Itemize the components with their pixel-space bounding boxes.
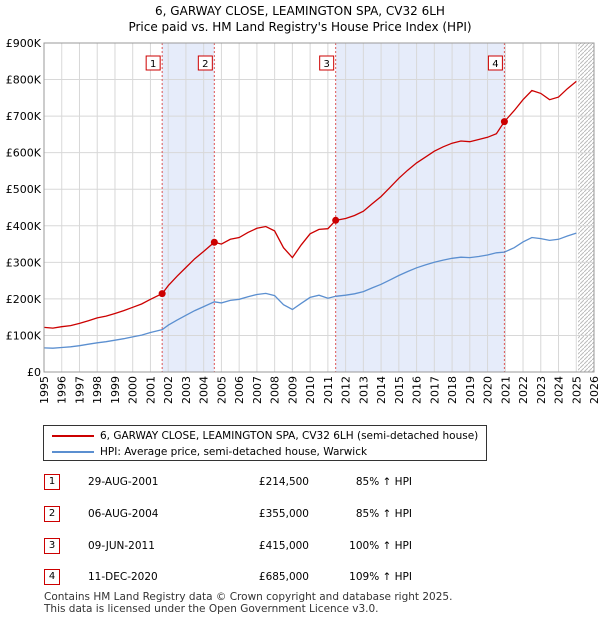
x-tick-label: 2014	[375, 376, 388, 404]
y-tick-label: £700K	[6, 110, 42, 123]
y-tick-label: £600K	[6, 147, 42, 160]
sale-date: 11-DEC-2020	[88, 571, 158, 583]
sale-price: £214,500	[258, 476, 309, 488]
x-tick-label: 1998	[91, 376, 104, 404]
x-tick-label: 2015	[393, 376, 406, 404]
sale-label-number: 3	[323, 59, 329, 70]
y-tick-label: £100K	[6, 329, 42, 342]
ownership-shade	[335, 43, 505, 372]
sale-label-number: 1	[150, 59, 156, 70]
x-tick-label: 1999	[109, 376, 122, 404]
x-tick-label: 2000	[127, 376, 140, 404]
sale-label-number: 2	[202, 59, 208, 70]
sale-price: £685,000	[258, 571, 309, 583]
footer-licence: This data is licensed under the Open Gov…	[44, 603, 379, 615]
legend-label-property: 6, GARWAY CLOSE, LEAMINGTON SPA, CV32 6L…	[100, 430, 479, 442]
property-price-line	[43, 80, 577, 329]
x-tick-label: 2001	[144, 376, 157, 404]
x-tick-label: 2023	[535, 376, 548, 404]
sale-point	[332, 216, 340, 224]
y-tick-label: £400K	[6, 220, 42, 233]
plot-area	[44, 43, 594, 372]
sale-point	[210, 238, 218, 246]
x-tick-label: 2009	[286, 376, 299, 404]
price-chart: £0 £100K £200K £300K £400K £500K £600K £700K £80…	[6, 37, 600, 404]
sale-date: 09-JUN-2011	[88, 540, 155, 552]
sale-point	[500, 118, 508, 126]
sale-label-box	[319, 55, 335, 71]
sale-row: 3 09-JUN-2011 £415,000 100% ↑ HPI	[44, 538, 464, 556]
sale-date: 29-AUG-2001	[88, 476, 159, 488]
x-tick-label: 2018	[446, 376, 459, 404]
future-hatch	[578, 43, 594, 372]
sale-hpi-change: 109% ↑ HPI	[349, 571, 412, 583]
x-tick-label: 2011	[322, 376, 335, 404]
sale-number-badge: 3	[44, 538, 60, 554]
sale-row: 2 06-AUG-2004 £355,000 85% ↑ HPI	[44, 506, 464, 524]
sale-hpi-change: 85% ↑ HPI	[355, 508, 412, 520]
footer-copyright: Contains HM Land Registry data © Crown c…	[44, 591, 453, 603]
y-tick-label: £300K	[6, 256, 42, 269]
x-tick-label: 2013	[357, 376, 370, 404]
x-tick-label: 1995	[38, 376, 51, 404]
x-tick-label: 2007	[251, 376, 264, 404]
sale-label-number: 4	[492, 59, 498, 70]
y-tick-label: £800K	[6, 74, 42, 87]
legend-swatch-hpi	[52, 451, 94, 453]
x-tick-label: 1996	[56, 376, 69, 404]
sale-label-box	[145, 55, 161, 71]
y-tick-label: £500K	[6, 183, 42, 196]
sale-price: £355,000	[258, 508, 309, 520]
sale-hpi-change: 85% ↑ HPI	[355, 476, 412, 488]
x-tick-label: 2026	[588, 376, 600, 404]
sale-row: 1 29-AUG-2001 £214,500 85% ↑ HPI	[44, 474, 464, 492]
x-tick-label: 2024	[553, 376, 566, 404]
x-tick-label: 2005	[215, 376, 228, 404]
x-tick-label: 2004	[198, 376, 211, 404]
sale-date: 06-AUG-2004	[88, 508, 159, 520]
sale-number-badge: 1	[44, 474, 60, 490]
sale-price: £415,000	[258, 540, 309, 552]
x-tick-label: 2025	[570, 376, 583, 404]
x-tick-label: 2006	[233, 376, 246, 404]
hpi-line	[43, 232, 577, 349]
y-tick-label: £200K	[6, 293, 42, 306]
ownership-shade	[162, 43, 215, 372]
x-tick-label: 2022	[517, 376, 530, 404]
plot-border	[43, 42, 595, 373]
x-tick-label: 2012	[340, 376, 353, 404]
sale-hpi-change: 100% ↑ HPI	[349, 540, 412, 552]
x-tick-label: 2021	[499, 376, 512, 404]
x-tick-label: 2002	[162, 376, 175, 404]
sale-point	[158, 290, 166, 298]
sale-row: 4 11-DEC-2020 £685,000 109% ↑ HPI	[44, 569, 464, 587]
y-tick-label: £0	[27, 366, 41, 379]
sale-number-badge: 4	[44, 569, 60, 585]
sale-label-box	[487, 55, 503, 71]
x-tick-label: 2008	[269, 376, 282, 404]
sale-number-badge: 2	[44, 506, 60, 522]
x-tick-label: 2003	[180, 376, 193, 404]
x-tick-label: 2019	[464, 376, 477, 404]
x-tick-label: 2017	[428, 376, 441, 404]
legend-swatch-property	[52, 435, 94, 437]
chart-title-line1: 6, GARWAY CLOSE, LEAMINGTON SPA, CV32 6L…	[155, 4, 445, 18]
legend: 6, GARWAY CLOSE, LEAMINGTON SPA, CV32 6L…	[43, 425, 487, 461]
x-tick-label: 2010	[304, 376, 317, 404]
legend-label-hpi: HPI: Average price, semi-detached house,…	[100, 446, 368, 458]
x-tick-label: 1997	[73, 376, 86, 404]
x-tick-label: 2020	[482, 376, 495, 404]
x-tick-label: 2016	[411, 376, 424, 404]
chart-title-line2: Price paid vs. HM Land Registry's House …	[128, 20, 472, 34]
sale-label-box	[197, 55, 213, 71]
y-tick-label: £900K	[6, 37, 42, 50]
